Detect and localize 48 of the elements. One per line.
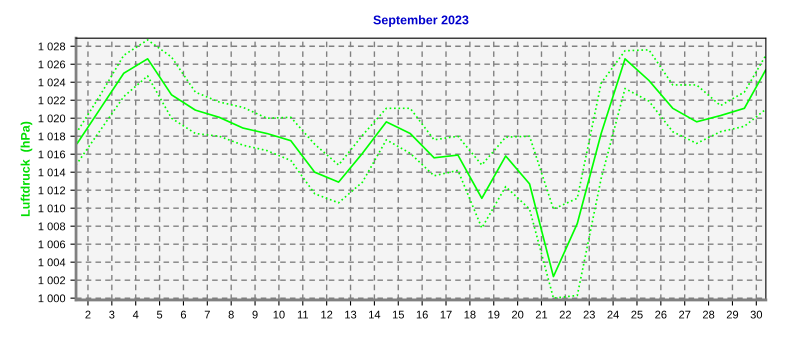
line-series [76,75,766,299]
y-tick-label: 1 016 [38,150,66,158]
x-tick-label: 24 [607,310,619,318]
y-tick-label: 1 022 [38,96,66,104]
y-tick-label: 1 008 [38,222,66,230]
x-tick-label: 18 [464,310,476,319]
chart-title: September 2023 [373,15,468,27]
x-tick-label: 2 [85,310,90,318]
y-tick-label: 1 026 [38,60,66,68]
x-tick-label: 11 [298,310,308,318]
y-tick-label: 1 004 [38,258,66,266]
x-tick-label: 28 [702,310,714,319]
x-tick-label: 27 [679,310,690,318]
y-tick-label: 1 018 [38,132,66,140]
y-tick-label: 1 006 [38,240,66,248]
x-tick-label: 30 [750,310,762,319]
x-tick-label: 12 [321,310,332,318]
x-tick-label: 26 [655,310,667,319]
x-tick-label: 8 [228,310,234,319]
x-tick-label: 7 [204,310,210,318]
x-tick-label: 16 [416,310,428,319]
x-tick-label: 6 [180,310,186,319]
x-tick-label: 15 [392,310,404,319]
x-tick-label: 4 [132,310,138,318]
x-tick-label: 5 [156,310,162,319]
x-tick-label: 14 [369,310,380,318]
x-tick-label: 25 [631,310,643,319]
y-tick-label: 1 002 [38,276,66,284]
y-tick-label: 1 014 [38,168,66,176]
x-tick-label: 17 [440,310,452,318]
x-tick-label: 21 [536,310,548,318]
x-tick-label: 19 [488,310,500,319]
x-tick-label: 10 [274,310,285,319]
line-series [76,58,766,278]
y-axis-title: Luftdruck (hPa) [20,122,32,216]
x-tick-label: 23 [584,310,595,319]
x-tick-label: 3 [109,310,114,319]
y-tick-label: 1 012 [38,186,66,194]
x-tick-label: 20 [512,310,524,319]
x-tick-label: 29 [726,310,738,319]
y-tick-label: 1 010 [38,204,66,212]
x-tick-label: 9 [252,310,258,319]
x-tick-label: 22 [560,310,571,318]
y-tick-label: 1 000 [38,294,66,302]
x-tick-label: 13 [345,310,356,319]
y-tick-label: 1 024 [38,78,66,86]
y-tick-label: 1 028 [38,42,66,50]
y-tick-label: 1 020 [38,114,66,122]
